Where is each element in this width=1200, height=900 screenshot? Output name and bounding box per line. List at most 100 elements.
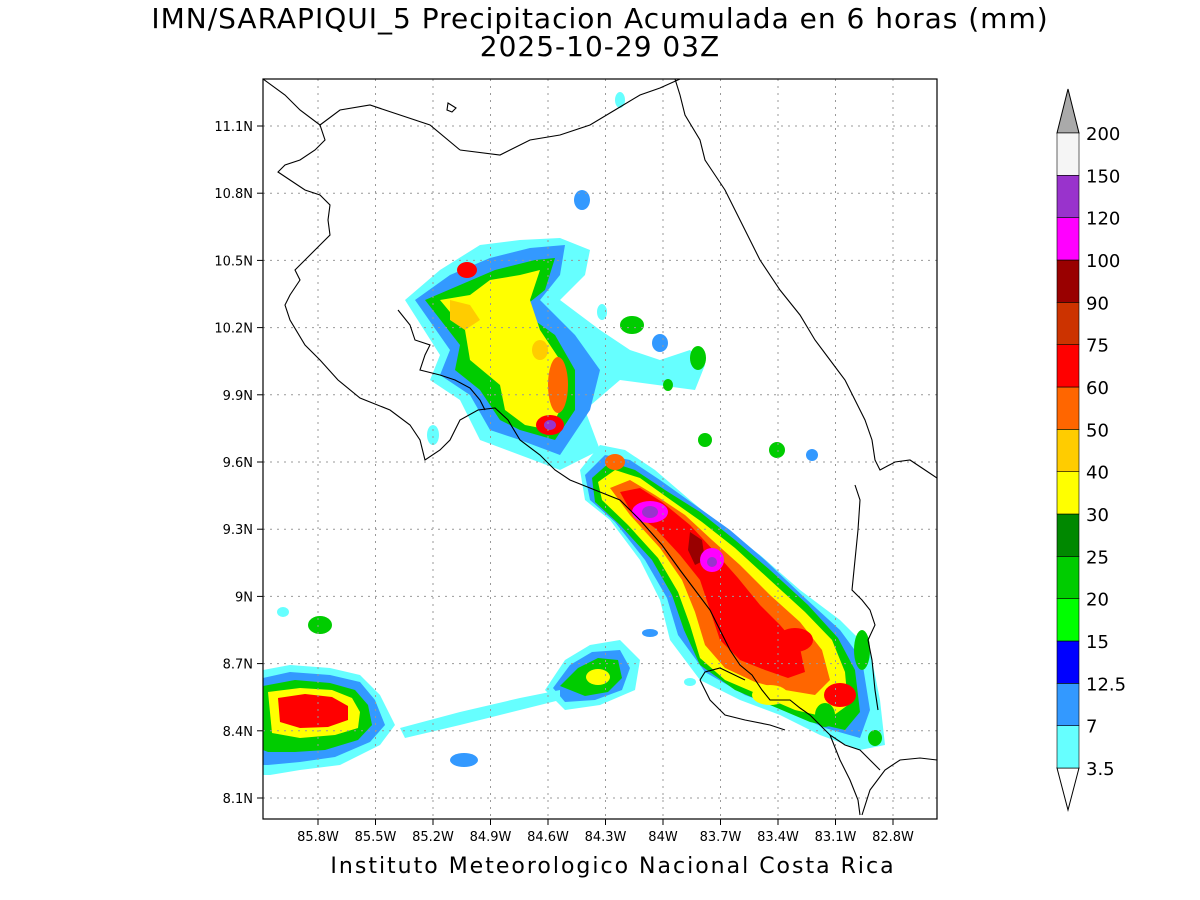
precip-cell bbox=[868, 730, 882, 746]
longitude-axis: 85.8W 85.5W 85.2W 84.9W 84.6W 84.3W 84W 83.7W 83… bbox=[297, 819, 914, 845]
lon-tick-label: 82.8W bbox=[872, 830, 914, 845]
colorbar-level-label: 3.5 bbox=[1086, 759, 1115, 780]
lon-tick-label: 84W bbox=[648, 830, 678, 845]
lat-tick-label: 8.7N bbox=[223, 658, 253, 673]
colorbar-swatch bbox=[1056, 217, 1080, 261]
graticule bbox=[263, 79, 937, 819]
colorbar-level-label: 15 bbox=[1086, 632, 1109, 653]
precip-cell bbox=[698, 433, 712, 447]
precip-cell bbox=[450, 753, 478, 767]
lat-tick-label: 8.4N bbox=[223, 725, 253, 740]
colorbar-level-label: 12.5 bbox=[1086, 674, 1126, 695]
lon-tick-label: 83.7W bbox=[700, 830, 742, 845]
map-datetime: 2025-10-29 03Z bbox=[479, 30, 721, 63]
lon-tick-label: 85.8W bbox=[297, 830, 339, 845]
coastline-caribbean bbox=[459, 79, 681, 156]
precip-cell bbox=[615, 92, 625, 108]
coastline-gulf-nicoya bbox=[397, 309, 486, 411]
colorbar-lower-triangle bbox=[1056, 767, 1080, 812]
precip-cell bbox=[652, 334, 668, 352]
colorbar-level-label: 100 bbox=[1086, 251, 1120, 272]
lon-tick-label: 84.9W bbox=[470, 830, 512, 845]
colorbar-swatch bbox=[1056, 513, 1080, 557]
precip-cell bbox=[642, 629, 658, 637]
coastline-burica bbox=[829, 734, 861, 816]
precip-cell bbox=[532, 340, 548, 360]
colorbar-swatch bbox=[1056, 175, 1080, 218]
border-costa-rica-panama-sw bbox=[699, 667, 746, 681]
colorbar-level-label: 90 bbox=[1086, 293, 1109, 314]
colorbar-swatch bbox=[1056, 598, 1080, 642]
colorbar-level-label: 200 bbox=[1086, 124, 1120, 145]
coastline-peninsula-osa bbox=[699, 679, 786, 731]
colorbar: 3.5 7 12.5 15 20 25 30 40 50 60 75 90 100 120 150 200 bbox=[1056, 88, 1126, 812]
lon-tick-label: 85.2W bbox=[412, 830, 454, 845]
lat-tick-label: 9N bbox=[235, 590, 253, 605]
colorbar-level-label: 20 bbox=[1086, 590, 1109, 611]
precip-cell bbox=[769, 442, 785, 458]
map-title: IMN/SARAPIQUI_5 Precipitacion Acumulada … bbox=[151, 2, 1049, 35]
precip-cell bbox=[548, 357, 568, 413]
precip-cell bbox=[777, 628, 813, 652]
footer-credit: Instituto Meteorologico Nacional Costa R… bbox=[330, 854, 896, 879]
precipitation-field bbox=[263, 92, 885, 775]
lat-tick-label: 9.9N bbox=[223, 389, 253, 404]
panama-border bbox=[851, 484, 879, 711]
colorbar-level-label: 25 bbox=[1086, 547, 1109, 568]
latitude-axis: 8.1N 8.4N 8.7N 9N 9.3N 9.6N 9.9N 10.2N 10.5N 10.8… bbox=[214, 120, 263, 807]
colorbar-level-label: 60 bbox=[1086, 378, 1109, 399]
precip-tongue bbox=[400, 690, 560, 738]
colorbar-swatch bbox=[1056, 471, 1080, 515]
coastline bbox=[263, 79, 937, 816]
precip-sw-cluster-5 bbox=[278, 694, 348, 728]
lon-tick-label: 83.4W bbox=[757, 830, 799, 845]
precip-cell bbox=[854, 630, 870, 670]
precip-band-main-6 bbox=[620, 488, 805, 678]
lon-tick-label: 84.3W bbox=[585, 830, 627, 845]
lat-tick-label: 10.2N bbox=[214, 322, 253, 337]
precip-cell bbox=[806, 449, 818, 461]
lat-tick-label: 10.5N bbox=[214, 254, 253, 269]
colorbar-swatch bbox=[1056, 429, 1080, 472]
lat-tick-label: 10.8N bbox=[214, 187, 253, 202]
precip-cell bbox=[690, 346, 706, 370]
colorbar-level-label: 75 bbox=[1086, 336, 1109, 357]
lat-tick-label: 9.3N bbox=[223, 523, 253, 538]
coastline-nicaragua-costa-rica bbox=[263, 79, 881, 771]
colorbar-swatch bbox=[1056, 725, 1080, 769]
lake-outline bbox=[446, 102, 457, 113]
lat-tick-label: 11.1N bbox=[214, 120, 253, 135]
colorbar-swatch bbox=[1056, 132, 1080, 176]
colorbar-swatch bbox=[1056, 302, 1080, 345]
colorbar-swatch bbox=[1056, 344, 1080, 388]
precip-cell bbox=[574, 190, 590, 210]
precip-cell bbox=[663, 379, 673, 391]
coastline-east bbox=[674, 79, 937, 479]
map-frame bbox=[262, 78, 938, 820]
colorbar-level-label: 40 bbox=[1086, 463, 1109, 484]
lat-tick-label: 9.6N bbox=[223, 456, 253, 471]
colorbar-swatch bbox=[1056, 640, 1080, 684]
colorbar-level-label: 30 bbox=[1086, 505, 1109, 526]
precip-cell bbox=[457, 262, 477, 278]
colorbar-swatch bbox=[1056, 556, 1080, 599]
precip-cell bbox=[308, 616, 332, 634]
precip-cell bbox=[544, 420, 556, 430]
precip-cell bbox=[707, 557, 717, 567]
colorbar-level-label: 50 bbox=[1086, 420, 1109, 441]
colorbar-swatch bbox=[1056, 259, 1080, 303]
colorbar-level-label: 7 bbox=[1086, 717, 1097, 738]
border-nicaragua bbox=[319, 104, 461, 151]
precip-cell bbox=[277, 607, 289, 617]
lon-tick-label: 83.1W bbox=[815, 830, 857, 845]
precip-cell bbox=[586, 669, 610, 685]
colorbar-level-label: 120 bbox=[1086, 209, 1120, 230]
precip-cell bbox=[815, 703, 835, 727]
precip-cell bbox=[620, 316, 644, 334]
precip-cell bbox=[684, 678, 696, 686]
colorbar-upper-triangle bbox=[1056, 88, 1080, 134]
lat-tick-label: 8.1N bbox=[223, 792, 253, 807]
colorbar-swatch bbox=[1056, 683, 1080, 726]
precip-cell bbox=[597, 304, 607, 320]
